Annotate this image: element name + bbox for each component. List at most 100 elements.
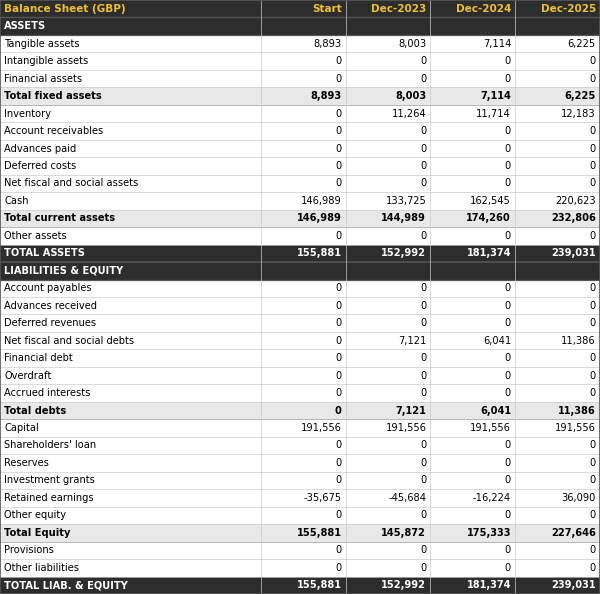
Bar (261, 280, 346, 297)
Bar (346, 314, 430, 332)
Bar (430, 332, 515, 349)
Bar (261, 157, 346, 175)
Bar (0, 419, 261, 437)
Bar (346, 332, 430, 349)
Bar (346, 367, 430, 384)
Bar (515, 524, 600, 542)
Text: 0: 0 (335, 475, 341, 485)
Text: 0: 0 (590, 56, 596, 66)
Text: Start: Start (312, 4, 341, 14)
Text: LIABILITIES & EQUITY: LIABILITIES & EQUITY (4, 266, 124, 276)
Text: 191,556: 191,556 (470, 423, 511, 433)
Bar (430, 349, 515, 367)
Text: 8,003: 8,003 (398, 39, 426, 49)
Text: 0: 0 (420, 126, 426, 136)
Bar (346, 349, 430, 367)
Text: Other liabilities: Other liabilities (4, 563, 79, 573)
Text: 181,374: 181,374 (467, 248, 511, 258)
Text: 0: 0 (505, 388, 511, 398)
Text: 0: 0 (420, 318, 426, 328)
Bar (261, 402, 346, 419)
Text: 0: 0 (590, 441, 596, 450)
Bar (515, 332, 600, 349)
Text: 36,090: 36,090 (562, 493, 596, 503)
Text: 6,041: 6,041 (483, 336, 511, 346)
Text: 0: 0 (505, 441, 511, 450)
Bar (430, 384, 515, 402)
Bar (430, 140, 515, 157)
Text: 239,031: 239,031 (551, 580, 596, 590)
Bar (515, 472, 600, 489)
Text: 0: 0 (505, 161, 511, 171)
Text: Dec-2024: Dec-2024 (455, 4, 511, 14)
Text: 7,114: 7,114 (482, 39, 511, 49)
Text: 0: 0 (505, 318, 511, 328)
Text: 0: 0 (335, 458, 341, 468)
Bar (515, 105, 600, 122)
Text: 133,725: 133,725 (386, 196, 426, 206)
Text: 0: 0 (420, 563, 426, 573)
Bar (261, 192, 346, 210)
Bar (261, 349, 346, 367)
Text: -16,224: -16,224 (473, 493, 511, 503)
Text: Provisions: Provisions (4, 545, 54, 555)
Bar (261, 559, 346, 577)
Bar (0, 87, 261, 105)
Text: 0: 0 (335, 178, 341, 188)
Bar (515, 349, 600, 367)
Text: 0: 0 (590, 161, 596, 171)
Text: 174,260: 174,260 (466, 213, 511, 223)
Text: 162,545: 162,545 (470, 196, 511, 206)
Text: 0: 0 (505, 126, 511, 136)
Bar (346, 507, 430, 524)
Bar (0, 280, 261, 297)
Text: 6,041: 6,041 (480, 406, 511, 416)
Text: 191,556: 191,556 (301, 423, 341, 433)
Text: Reserves: Reserves (4, 458, 49, 468)
Bar (515, 35, 600, 52)
Text: 0: 0 (335, 510, 341, 520)
Text: 0: 0 (505, 56, 511, 66)
Bar (261, 87, 346, 105)
Text: 0: 0 (420, 353, 426, 363)
Bar (515, 437, 600, 454)
Text: 0: 0 (590, 388, 596, 398)
Bar (430, 262, 515, 280)
Text: 8,003: 8,003 (395, 91, 426, 101)
Text: 191,556: 191,556 (555, 423, 596, 433)
Text: Account payables: Account payables (4, 283, 92, 293)
Text: 0: 0 (335, 388, 341, 398)
Text: 0: 0 (590, 563, 596, 573)
Text: ASSETS: ASSETS (4, 21, 46, 31)
Text: 6,225: 6,225 (565, 91, 596, 101)
Text: 0: 0 (335, 74, 341, 84)
Bar (430, 122, 515, 140)
Text: 0: 0 (590, 144, 596, 153)
Bar (261, 227, 346, 245)
Bar (430, 227, 515, 245)
Bar (261, 262, 346, 280)
Bar (430, 419, 515, 437)
Text: Retained earnings: Retained earnings (4, 493, 94, 503)
Bar (0, 314, 261, 332)
Bar (515, 175, 600, 192)
Bar (430, 87, 515, 105)
Bar (515, 210, 600, 227)
Bar (346, 384, 430, 402)
Text: 0: 0 (420, 144, 426, 153)
Bar (261, 175, 346, 192)
Bar (515, 507, 600, 524)
Text: 0: 0 (335, 563, 341, 573)
Text: Account receivables: Account receivables (4, 126, 103, 136)
Text: 152,992: 152,992 (382, 248, 426, 258)
Bar (261, 472, 346, 489)
Bar (0, 542, 261, 559)
Text: 0: 0 (590, 475, 596, 485)
Bar (346, 297, 430, 314)
Text: 6,225: 6,225 (568, 39, 596, 49)
Bar (515, 122, 600, 140)
Text: 0: 0 (335, 283, 341, 293)
Text: Total debts: Total debts (4, 406, 67, 416)
Text: Dec-2023: Dec-2023 (371, 4, 426, 14)
Bar (0, 35, 261, 52)
